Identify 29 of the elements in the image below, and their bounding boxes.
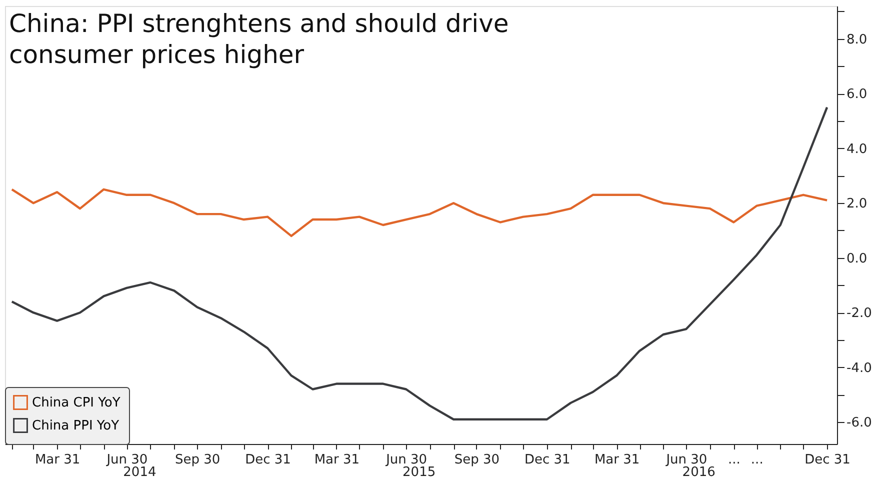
text: 2014 (123, 465, 156, 480)
line-series (10, 106, 828, 420)
text: 2015 (402, 465, 436, 480)
legend-label: China CPI YoY (32, 396, 120, 410)
x-tick-label: Jun 30 (385, 452, 428, 468)
x-tick-label: Sep 30 (175, 452, 220, 468)
x-tick-label: Jun 30 (106, 452, 148, 468)
text: 2016 (682, 465, 716, 480)
y-tick-label: 2.0 (846, 196, 868, 212)
x-tick-label: ... (750, 452, 764, 468)
y-tick-label: 0.0 (846, 251, 868, 266)
x-tick-label: Dec 31 (245, 452, 291, 468)
x-tick-label: Mar 31 (34, 452, 80, 468)
x-tick-label: Mar 31 (594, 452, 640, 468)
line-series (10, 188, 828, 238)
x-tick-label: ... (728, 452, 740, 468)
y-tick-label: 4.0 (846, 142, 868, 157)
y-tick-label: -4.0 (846, 360, 872, 376)
y-tick-label: 6.0 (846, 87, 868, 102)
x-tick-label: Mar 31 (314, 452, 360, 468)
x-tick-label: Dec 31 (804, 452, 850, 468)
x-tick-label: Jun 30 (665, 452, 708, 468)
x-tick-label: Dec 31 (524, 452, 570, 468)
text: China: PPI strenghtens and should drive consumer prices higher (9, 9, 509, 69)
y-tick-label: -2.0 (846, 306, 872, 322)
legend-label: China PPI YoY (32, 418, 120, 434)
y-tick-label: -6.0 (846, 416, 872, 431)
y-tick-label: 8.0 (846, 32, 868, 48)
x-tick-label: Sep 30 (454, 452, 500, 468)
